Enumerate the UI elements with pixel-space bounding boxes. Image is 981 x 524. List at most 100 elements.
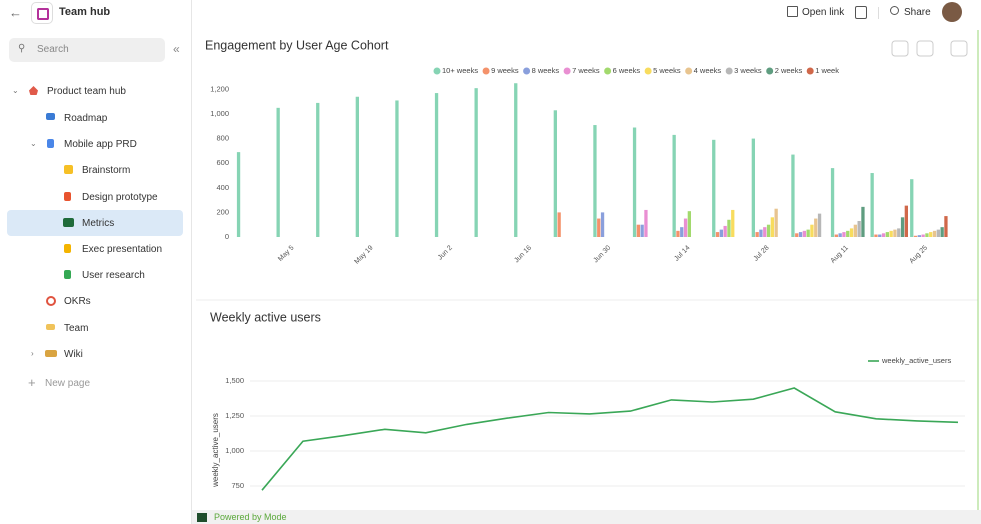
bar	[925, 233, 929, 237]
page-icon-button[interactable]	[855, 6, 867, 19]
legend-swatch	[766, 67, 774, 75]
bar	[640, 224, 644, 237]
nav-item[interactable]: User research	[82, 270, 145, 281]
bar	[936, 229, 940, 237]
search-placeholder: Search	[37, 44, 69, 55]
chart-title: Engagement by User Age Cohort	[205, 38, 389, 52]
bar	[904, 205, 908, 237]
bar	[687, 211, 691, 237]
nav-item[interactable]: Mobile app PRD	[64, 139, 137, 150]
bar	[759, 229, 763, 237]
bar	[316, 102, 320, 238]
footer: Powered by Mode	[192, 510, 981, 524]
legend-swatch	[685, 67, 693, 75]
collapse-button[interactable]: «	[173, 42, 180, 56]
legend-label: 4 weeks	[694, 66, 722, 75]
nav-item[interactable]: OKRs	[64, 296, 91, 307]
legend-label: 2 weeks	[775, 66, 803, 75]
nav-item[interactable]: Metrics	[82, 218, 115, 229]
open-link-button[interactable]: Open link	[802, 7, 845, 18]
nav-item[interactable]: Brainstorm	[82, 165, 131, 176]
nav-item[interactable]: Wiki	[64, 349, 83, 360]
bar	[885, 232, 889, 237]
bar	[817, 213, 822, 237]
bar	[893, 229, 897, 237]
bar	[676, 230, 680, 237]
bar	[814, 218, 818, 237]
toolbar: Open link Share	[192, 0, 981, 31]
bar	[798, 232, 803, 237]
nav-item[interactable]: Roadmap	[64, 113, 108, 124]
bar	[727, 219, 731, 237]
bar	[870, 173, 874, 237]
bar	[434, 93, 439, 237]
link-icon[interactable]	[891, 40, 909, 57]
bar	[944, 216, 948, 237]
legend-label: 6 weeks	[613, 66, 641, 75]
nav-item[interactable]: Product team hub	[47, 86, 126, 97]
bar	[878, 234, 882, 237]
bar	[636, 224, 640, 237]
bar	[763, 227, 767, 237]
bar	[236, 152, 241, 237]
bar	[553, 110, 557, 237]
bar	[680, 227, 684, 237]
powered-by: Powered by Mode	[214, 512, 287, 522]
selected-highlight	[7, 210, 183, 236]
search-box[interactable]: ⚲ Search	[9, 38, 165, 62]
y-tick-label: 0	[225, 232, 229, 241]
bar	[712, 139, 716, 237]
avatar[interactable]	[942, 2, 962, 22]
legend-label: 7 weeks	[572, 66, 600, 75]
y-tick-label: 1,000	[225, 446, 244, 455]
share-button[interactable]: Share	[904, 7, 931, 18]
bar	[276, 107, 280, 237]
legend-label: 9 weeks	[491, 66, 519, 75]
charts: Engagement by User Age Cohort Weekly act…	[192, 30, 981, 510]
legend-label: 8 weeks	[532, 66, 560, 75]
new-page[interactable]: New page	[45, 378, 91, 389]
bar	[600, 212, 605, 237]
hub-title: Team hub	[59, 6, 111, 18]
bar	[861, 206, 865, 237]
legend-swatch	[604, 67, 612, 75]
bar	[557, 212, 561, 237]
legend-swatch	[725, 67, 733, 75]
bar	[774, 208, 778, 237]
bar	[806, 229, 810, 237]
bar	[940, 227, 944, 237]
nav-item[interactable]: Team	[64, 323, 89, 334]
bar	[755, 232, 759, 237]
back-button[interactable]: ←	[9, 5, 22, 20]
bar	[632, 127, 637, 237]
bar	[842, 232, 846, 237]
nav-item[interactable]: Design prototype	[82, 192, 158, 203]
bar	[474, 88, 478, 238]
bar	[929, 232, 933, 237]
bar	[514, 83, 518, 237]
bar	[723, 225, 727, 237]
hub-logo	[31, 2, 53, 24]
legend-label: 5 weeks	[653, 66, 681, 75]
legend-label: 3 weeks	[734, 66, 762, 75]
bar	[874, 234, 878, 237]
bar	[857, 221, 861, 237]
bar	[355, 96, 359, 237]
y-tick-label: 400	[216, 183, 229, 192]
comment-icon[interactable]	[950, 40, 968, 57]
legend-swatch	[644, 67, 652, 75]
menu-icon[interactable]	[916, 40, 934, 57]
y-tick-label: 1,250	[225, 411, 244, 420]
bar	[889, 230, 893, 237]
nav-item[interactable]: Exec presentation	[82, 244, 163, 255]
bar	[683, 218, 688, 237]
bar	[770, 217, 774, 237]
bar	[672, 134, 676, 237]
bar	[897, 228, 901, 237]
bar	[715, 232, 720, 237]
legend-swatch	[482, 67, 490, 75]
bar	[881, 233, 886, 237]
bar	[910, 179, 914, 237]
bar	[719, 229, 723, 237]
